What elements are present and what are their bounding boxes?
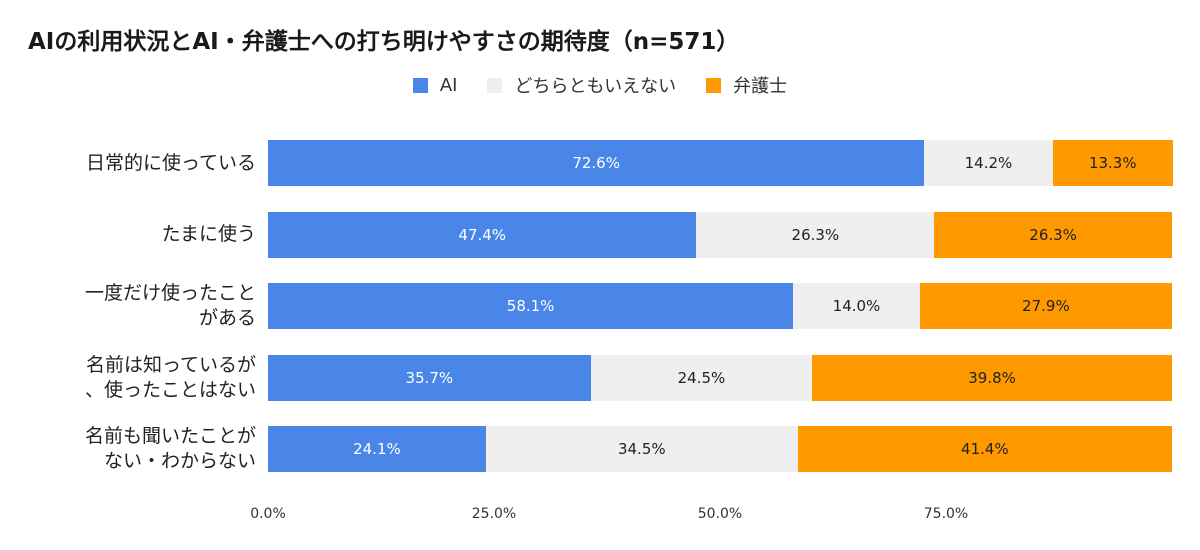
legend-swatch [487, 77, 503, 93]
bar-segment [812, 354, 1172, 401]
data-label: 39.8% [968, 368, 1016, 387]
bar-segment [590, 354, 813, 401]
data-label: 26.3% [791, 225, 840, 244]
bar-segment [696, 211, 935, 258]
x-tick-label: 50.0% [697, 506, 743, 522]
data-label: 24.1% [353, 440, 401, 458]
x-tick-label: 75.0% [923, 506, 969, 522]
bar-segment [485, 426, 798, 472]
bar-segment [934, 211, 1172, 258]
data-label: 27.9% [1022, 297, 1070, 315]
bar-segment [268, 354, 591, 401]
bar-segment [268, 140, 925, 186]
category-label: 一度だけ使ったこと がある [84, 282, 256, 329]
data-label: 41.4% [961, 440, 1009, 458]
legend-label: 弁護士 [733, 76, 788, 97]
category-label: 日常的に使っている [85, 151, 256, 174]
legend-swatch [706, 77, 722, 93]
data-label: 14.0% [832, 297, 881, 315]
bar-segment [268, 211, 697, 258]
legend-item: どちらともいえない [487, 72, 676, 98]
bar-segment [793, 283, 920, 329]
data-label: 14.2% [964, 154, 1013, 172]
data-label: 72.6% [572, 154, 620, 172]
legend-item: AI [412, 72, 458, 98]
data-label: 13.3% [1088, 154, 1137, 172]
legend-label: どちらともいえない [514, 76, 677, 97]
data-label: 58.1% [506, 297, 555, 315]
bar-segment [919, 283, 1172, 329]
x-tick-label: 25.0% [471, 506, 517, 522]
bar-segment [268, 426, 486, 472]
data-label: 26.3% [1029, 225, 1077, 244]
category-label: たまに使う [161, 223, 256, 245]
legend-item: 弁護士 [706, 72, 787, 98]
bar-segment [1052, 140, 1173, 186]
bar-segment [924, 140, 1053, 186]
legend-label: AI [439, 74, 458, 96]
chart-title: AIの利用状況とAI・弁護士への打ち明けやすさの期待度（n=571） [28, 29, 740, 55]
bar-segment [268, 283, 794, 329]
data-label: 47.4% [458, 225, 507, 244]
x-tick-label: 0.0% [250, 506, 286, 522]
category-label: 名前は知っているが 、使ったことはない [84, 353, 256, 401]
category-label: 名前も聞いたことが ない・わからない [84, 425, 256, 472]
data-label: 24.5% [677, 368, 726, 387]
data-label: 34.5% [617, 440, 666, 458]
legend-swatch [412, 77, 428, 93]
legend: AI どちらともいえない 弁護士 [0, 72, 1200, 98]
data-label: 35.7% [405, 368, 454, 387]
bar-segment [797, 426, 1172, 472]
